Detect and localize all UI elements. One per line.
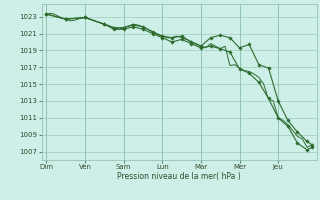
X-axis label: Pression niveau de la mer( hPa ): Pression niveau de la mer( hPa ) [117,172,241,181]
